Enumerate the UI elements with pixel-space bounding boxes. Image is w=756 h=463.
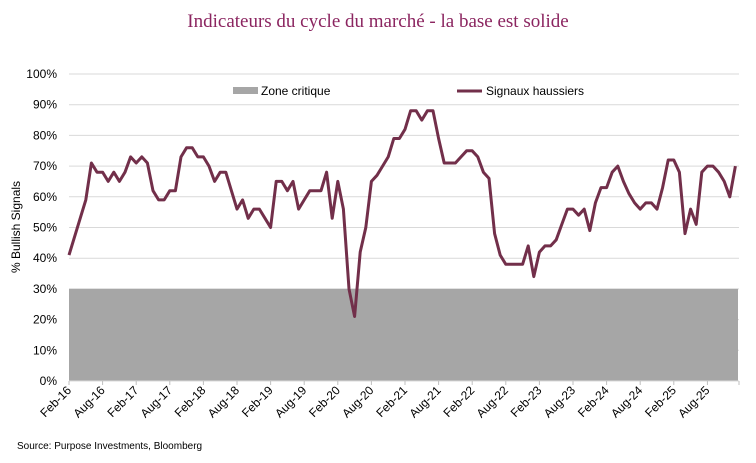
x-tick-label: Aug-23 (541, 383, 578, 420)
x-tick-label: Aug-19 (272, 383, 309, 420)
y-tick-label: 0% (40, 374, 58, 388)
x-tick-label: Feb-25 (642, 383, 679, 420)
x-tick-label: Aug-22 (474, 383, 511, 420)
x-tick-label: Feb-20 (306, 383, 343, 420)
x-axis: Feb-16Aug-16Feb-17Aug-17Feb-18Aug-18Feb-… (37, 381, 739, 420)
y-tick-label: 80% (33, 128, 57, 142)
y-tick-label: 70% (33, 159, 57, 173)
legend-swatch-zone-critique (233, 87, 258, 94)
x-tick-label: Feb-17 (105, 383, 142, 420)
series-line (69, 111, 735, 317)
x-tick-label: Aug-24 (608, 383, 645, 420)
x-tick-label: Aug-17 (138, 383, 175, 420)
x-tick-label: Feb-24 (575, 383, 612, 420)
y-tick-label: 30% (33, 282, 57, 296)
y-tick-label: 100% (26, 67, 57, 81)
x-tick-label: Feb-18 (172, 383, 209, 420)
chart-title: Indicateurs du cycle du marché - la base… (187, 11, 568, 32)
y-tick-label: 10% (33, 343, 57, 357)
y-tick-label: 60% (33, 190, 57, 204)
x-tick-label: Aug-16 (70, 383, 107, 420)
series-signaux-haussiers (69, 111, 736, 317)
x-tick-label: Feb-22 (441, 383, 478, 420)
legend-label-zone-critique: Zone critique (261, 84, 331, 98)
zone-critique-area (69, 289, 738, 381)
y-axis-label: % Bullish Signals (9, 181, 23, 273)
x-tick-label: Feb-19 (239, 383, 276, 420)
legend-label-signaux-haussiers: Signaux haussiers (486, 84, 584, 98)
source-note: Source: Purpose Investments, Bloomberg (17, 441, 202, 452)
x-tick-label: Aug-25 (675, 383, 712, 420)
y-tick-label: 20% (33, 313, 57, 327)
legend: Zone critique Signaux haussiers (233, 84, 584, 98)
y-tick-label: 40% (33, 251, 57, 265)
x-tick-label: Aug-21 (406, 383, 443, 420)
y-axis-ticks: 0% 10% 20% 30% 40% 50% 60% 70% 80% 90% 100% (26, 67, 57, 388)
y-tick-label: 50% (33, 221, 57, 235)
zone-critique-rect (69, 289, 738, 381)
x-tick-label: Feb-21 (373, 383, 410, 420)
x-tick-label: Feb-23 (508, 383, 545, 420)
x-tick-label: Aug-20 (339, 383, 376, 420)
y-tick-label: 90% (33, 98, 57, 112)
x-tick-label: Aug-18 (205, 383, 242, 420)
x-tick-label: Feb-16 (37, 383, 74, 420)
